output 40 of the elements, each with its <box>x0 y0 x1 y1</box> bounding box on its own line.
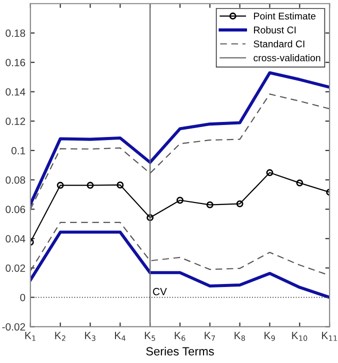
legend-label: Robust CI <box>254 26 296 34</box>
point <box>266 169 274 176</box>
x-tick-label: K$_{2}$ <box>55 332 66 341</box>
legend-label: Standard CI <box>254 40 304 48</box>
x-tick-label: K$_{4}$ <box>115 332 126 341</box>
point <box>146 214 154 222</box>
point <box>116 182 124 188</box>
annotation: cross-validation <box>254 54 320 62</box>
point <box>206 201 214 208</box>
y-tick-label: 0.04 <box>6 235 26 242</box>
y-tick-label: 0.18 <box>6 30 26 37</box>
point <box>296 179 304 186</box>
x-tick-label: K$_{11}$ <box>322 332 337 341</box>
point <box>56 182 64 189</box>
point <box>86 182 94 189</box>
y-tick-label: 0.08 <box>6 176 26 184</box>
y-tick-label: 0.12 <box>6 118 26 125</box>
y-tick-label: 0.16 <box>6 58 26 66</box>
y-tick-label: 0.02 <box>6 264 26 272</box>
x-tick-label: K$_{3}$ <box>85 332 96 341</box>
y-tick-label: -0.02 <box>2 323 26 331</box>
point <box>236 200 244 208</box>
line-series <box>30 230 330 299</box>
x-tick-label: K$_{9}$ <box>264 332 275 341</box>
x-axis-title: Series Terms <box>146 346 214 356</box>
x-tick-label: K$_{6}$ <box>174 332 186 341</box>
y-tick-label: 0.14 <box>6 88 26 96</box>
x-tick-label: K$_{10}$ <box>292 332 308 341</box>
x-tick-label: K$_{7}$ <box>204 332 215 341</box>
y-tick-label: 0.1 <box>11 146 26 154</box>
ref-line-label: CV <box>152 288 167 296</box>
x-tick-label: K$_{8}$ <box>234 332 246 341</box>
x-tick-label: K$_{5}$ <box>144 332 156 341</box>
x-tick-label: K$_{1}$ <box>25 332 36 341</box>
legend-label: Point Estimate <box>254 12 316 20</box>
y-tick-label: 0 <box>20 294 26 302</box>
line-series <box>30 94 330 210</box>
line-series <box>30 71 330 206</box>
point <box>176 196 184 204</box>
y-tick-label: 0.06 <box>6 206 26 214</box>
